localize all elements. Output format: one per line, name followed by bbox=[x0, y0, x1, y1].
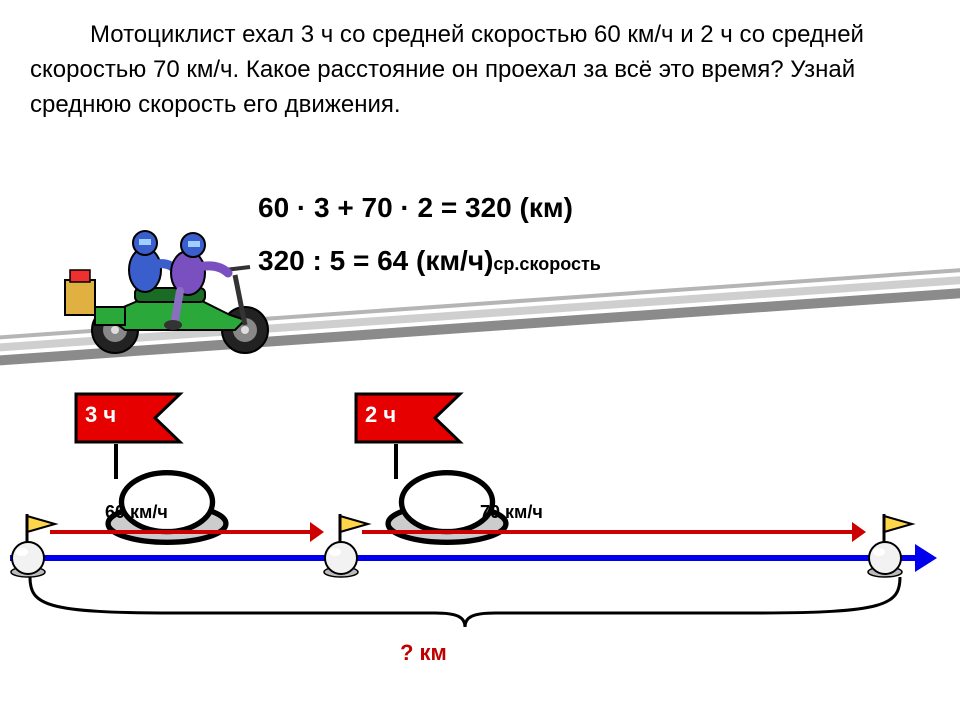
marker-ball-icon bbox=[321, 538, 361, 578]
speed-label-2: 70 км/ч bbox=[480, 502, 543, 523]
distance-diagram: 60 км/ч 70 км/ч ? км bbox=[5, 500, 945, 680]
marker-ball-icon bbox=[8, 538, 48, 578]
time-flag-1-label: 3 ч bbox=[85, 402, 116, 428]
time-flag-2: 2 ч bbox=[350, 388, 500, 463]
motorcycle-illustration bbox=[60, 225, 290, 355]
time-flag-1: 3 ч bbox=[70, 388, 220, 463]
segment-arrow-1 bbox=[50, 530, 310, 534]
segment-arrow-2 bbox=[362, 530, 852, 534]
brace-icon bbox=[25, 575, 905, 630]
speed-label-1: 60 км/ч bbox=[105, 502, 168, 523]
question-distance: ? км bbox=[400, 640, 447, 666]
problem-text: Мотоциклист ехал 3 ч со средней скорость… bbox=[30, 18, 935, 122]
equation-1: 60 · 3 + 70 · 2 = 320 (км) bbox=[258, 192, 573, 224]
time-flag-2-label: 2 ч bbox=[365, 402, 396, 428]
marker-ball-icon bbox=[865, 538, 905, 578]
total-arrow bbox=[10, 555, 915, 561]
